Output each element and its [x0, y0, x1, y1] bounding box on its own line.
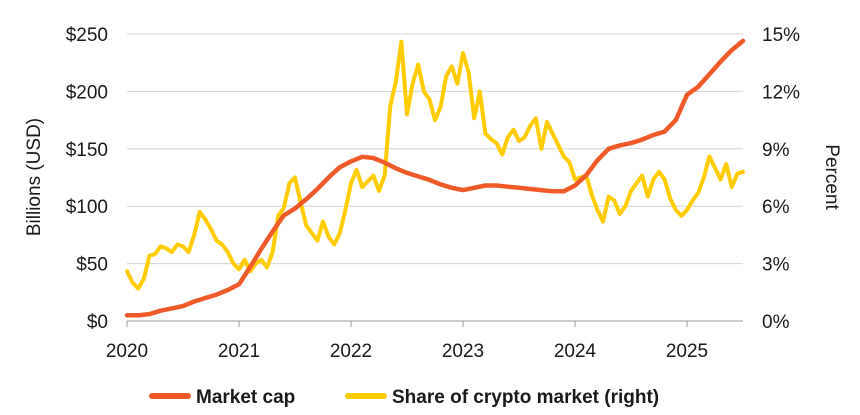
- x-tick-label: 2020: [106, 341, 148, 362]
- x-axis-tick-labels: 2020 2021 2022 2023 2024 2025: [106, 341, 708, 362]
- market-cap-line: [124, 38, 746, 318]
- y-right-tick-label: 6%: [762, 197, 790, 218]
- x-tick-label: 2023: [442, 341, 484, 362]
- y-left-tick-label: $200: [66, 82, 108, 103]
- legend-label-market-cap: Market cap: [196, 387, 295, 408]
- left-y-axis-tick-labels: $0 $50 $100 $150 $200 $250: [66, 25, 108, 333]
- share-of-crypto-market-line: [125, 39, 745, 291]
- y-right-tick-label: 9%: [762, 140, 790, 161]
- y-left-tick-label: $100: [66, 197, 108, 218]
- y-right-tick-label: 12%: [762, 82, 800, 103]
- legend-label-share-of-crypto-market: Share of crypto market (right): [392, 387, 659, 408]
- x-tick-label: 2025: [666, 341, 708, 362]
- y-right-tick-label: 15%: [762, 25, 800, 46]
- series-lines: [124, 38, 746, 318]
- x-tick-label: 2022: [330, 341, 372, 362]
- right-y-axis-tick-labels: 0% 3% 6% 9% 12% 15%: [762, 25, 800, 333]
- y-left-tick-label: $250: [66, 25, 108, 46]
- left-y-axis-title: Billions (USD): [24, 118, 45, 236]
- y-right-tick-label: 3%: [762, 255, 790, 276]
- y-left-tick-label: $150: [66, 140, 108, 161]
- legend: Market cap Share of crypto market (right…: [149, 387, 659, 408]
- x-tick-label: 2021: [218, 341, 260, 362]
- y-right-tick-label: 0%: [762, 312, 790, 333]
- y-left-tick-label: $0: [87, 312, 108, 333]
- y-left-tick-label: $50: [76, 255, 108, 276]
- right-y-axis-title: Percent: [821, 144, 842, 210]
- gridlines: [126, 33, 743, 327]
- x-tick-label: 2024: [554, 341, 597, 362]
